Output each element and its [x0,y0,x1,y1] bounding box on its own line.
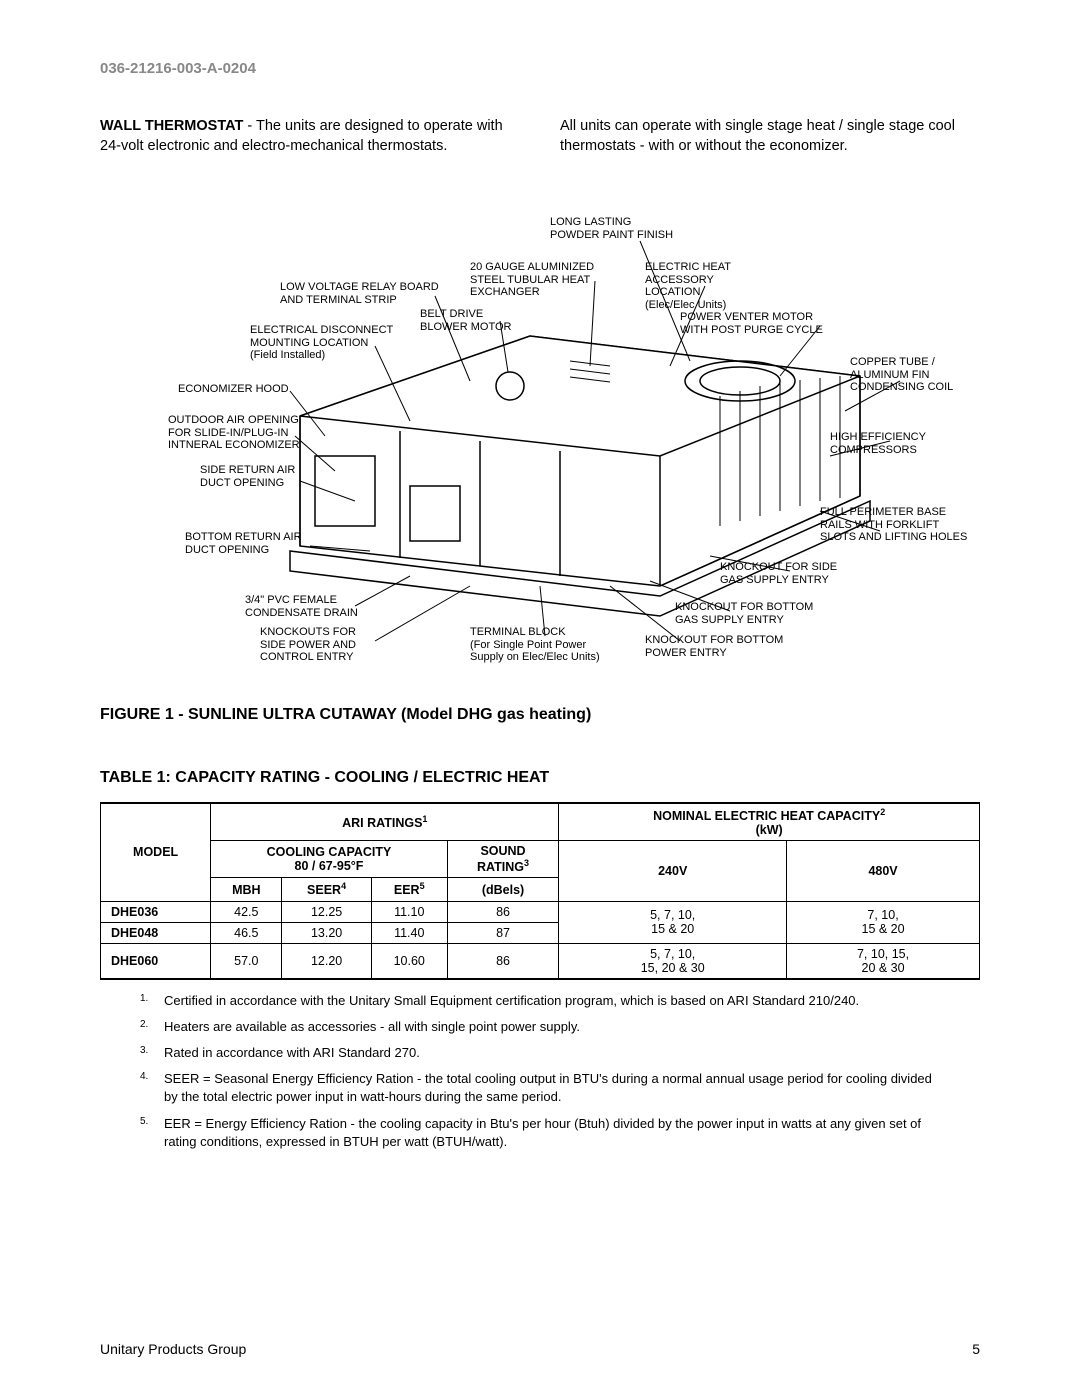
footer-left: Unitary Products Group [100,1341,246,1357]
cutaway-diagram: LONG LASTINGPOWDER PAINT FINISH 20 GAUGE… [100,186,980,696]
callout-knockouts-power: KNOCKOUTS FORSIDE POWER ANDCONTROL ENTRY [260,626,356,664]
callout-paint: LONG LASTINGPOWDER PAINT FINISH [550,216,673,241]
document-id: 036-21216-003-A-0204 [100,60,980,77]
th-nom: NOMINAL ELECTRIC HEAT CAPACITY2(kW) [559,803,980,841]
footnote-3: 3.Rated in accordance with ARI Standard … [140,1044,940,1062]
table-row: DHE060 57.0 12.20 10.60 86 5, 7, 10,15, … [101,943,980,979]
th-model: MODEL [101,803,211,901]
callout-bottom-gas: KNOCKOUT FOR BOTTOMGAS SUPPLY ENTRY [675,601,813,626]
callout-compressors: HIGH EFFICIENCYCOMPRESSORS [830,431,926,456]
callout-terminal-block: TERMINAL BLOCK(For Single Point PowerSup… [470,626,600,664]
callout-outdoor-air: OUTDOOR AIR OPENINGFOR SLIDE-IN/PLUG-INI… [168,414,300,452]
callout-bottom-return: BOTTOM RETURN AIRDUCT OPENING [185,531,302,556]
th-ari: ARI RATINGS1 [211,803,559,841]
callout-blower: BELT DRIVEBLOWER MOTOR [420,308,511,333]
intro-left: WALL THERMOSTAT - The units are designed… [100,117,520,156]
callout-side-gas: KNOCKOUT FOR SIDEGAS SUPPLY ENTRY [720,561,837,586]
th-mbh: MBH [211,878,282,901]
intro-left-bold: WALL THERMOSTAT [100,118,243,134]
intro-columns: WALL THERMOSTAT - The units are designed… [100,117,980,156]
footnote-4: 4.SEER = Seasonal Energy Efficiency Rati… [140,1070,940,1106]
th-240: 240V [559,841,787,901]
th-eer: EER5 [371,878,447,901]
callout-bottom-power: KNOCKOUT FOR BOTTOMPOWER ENTRY [645,634,783,659]
capacity-table: MODEL ARI RATINGS1 NOMINAL ELECTRIC HEAT… [100,802,980,979]
callout-condensate: 3/4" PVC FEMALECONDENSATE DRAIN [245,594,358,619]
callout-side-return: SIDE RETURN AIRDUCT OPENING [200,464,295,489]
th-dbels: (dBels) [447,878,559,901]
footnote-1: 1.Certified in accordance with the Unita… [140,992,940,1010]
callout-power-venter: POWER VENTER MOTORWITH POST PURGE CYCLE [680,311,823,336]
footer-page-number: 5 [972,1341,980,1357]
callout-economizer-hood: ECONOMIZER HOOD [178,383,289,396]
th-480: 480V [787,841,980,901]
table-row: DHE036 42.5 12.25 11.10 86 5, 7, 10,15 &… [101,901,980,922]
callout-disconnect: ELECTRICAL DISCONNECTMOUNTING LOCATION(F… [250,324,393,362]
callout-electric-heat: ELECTRIC HEATACCESSORYLOCATION(Elec/Elec… [645,261,731,312]
callout-base-rails: FULL PERIMETER BASERAILS WITH FORKLIFTSL… [820,506,967,544]
figure-title: FIGURE 1 - SUNLINE ULTRA CUTAWAY (Model … [100,706,980,724]
intro-right: All units can operate with single stage … [560,117,980,156]
callout-relay-board: LOW VOLTAGE RELAY BOARDAND TERMINAL STRI… [280,281,439,306]
footnote-2: 2.Heaters are available as accessories -… [140,1018,940,1036]
footnote-5: 5.EER = Energy Efficiency Ration - the c… [140,1115,940,1151]
table-title: TABLE 1: CAPACITY RATING - COOLING / ELE… [100,769,980,787]
th-seer: SEER4 [282,878,371,901]
footnotes: 1.Certified in accordance with the Unita… [100,992,980,1151]
callout-heat-exchanger: 20 GAUGE ALUMINIZEDSTEEL TUBULAR HEATEXC… [470,261,594,299]
th-sound: SOUNDRATING3 [447,841,559,878]
th-cool: COOLING CAPACITY80 / 67-95°F [211,841,447,878]
callout-condensing-coil: COPPER TUBE /ALUMINUM FINCONDENSING COIL [850,356,953,394]
